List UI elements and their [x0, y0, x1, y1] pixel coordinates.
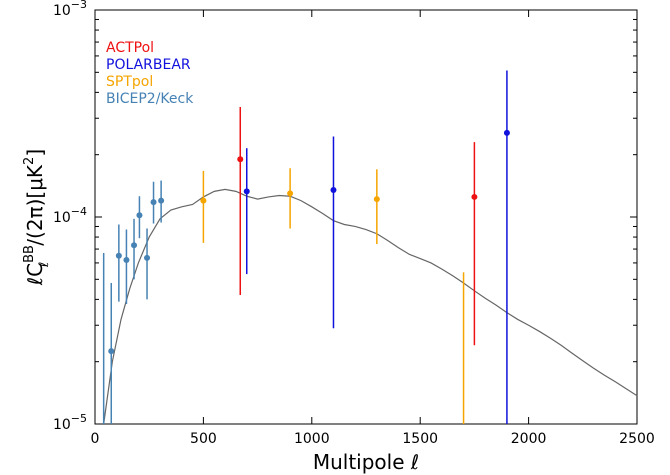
- legend-entry: POLARBEAR: [106, 57, 191, 73]
- legend-entry: ACTPol: [106, 40, 154, 56]
- data-point: [503, 129, 510, 136]
- data-point: [158, 197, 165, 204]
- y-tick-label: 10−3: [53, 0, 87, 19]
- data-point: [287, 190, 294, 197]
- data-point: [150, 199, 157, 206]
- data-points-layer: [102, 70, 510, 424]
- x-tick-label: 1000: [294, 431, 330, 447]
- data-point: [237, 156, 244, 163]
- y-tick-label: 10−4: [53, 205, 87, 226]
- data-point: [115, 252, 122, 259]
- legend-entry: SPTpol: [106, 74, 153, 90]
- y-tick-label: 10−5: [53, 412, 87, 433]
- data-point: [144, 254, 151, 261]
- series-polarbear: [243, 70, 510, 424]
- axis-ticks: [94, 9, 638, 425]
- data-point: [136, 212, 143, 219]
- data-point: [108, 348, 115, 355]
- data-point: [330, 187, 337, 194]
- data-point: [243, 188, 250, 195]
- data-point: [373, 196, 380, 203]
- y-tick-labels: 10−5 10−4 10−3: [53, 0, 87, 433]
- y-axis-title: ℓCBBℓ/(2π)[μK2]: [22, 149, 52, 286]
- data-point: [131, 242, 138, 249]
- x-tick-label: 0: [91, 431, 100, 447]
- series-actpol: [237, 106, 478, 346]
- data-point: [471, 193, 478, 200]
- x-tick-label: 1500: [402, 431, 438, 447]
- legend-entry: BICEP2/Keck: [106, 91, 194, 107]
- series-sptpol: [200, 168, 465, 424]
- data-point: [123, 256, 130, 263]
- model-curve-layer: [103, 188, 638, 425]
- data-point: [200, 197, 207, 204]
- x-tick-labels: 0 500 1000 1500 2000 2500: [91, 431, 655, 447]
- x-axis-title: Multipole ℓ: [313, 450, 419, 474]
- model-curve: [103, 188, 638, 425]
- x-tick-label: 2500: [619, 431, 655, 447]
- x-tick-label: 2000: [511, 431, 547, 447]
- series-bicep2-keck: [102, 180, 165, 424]
- x-tick-label: 500: [190, 431, 217, 447]
